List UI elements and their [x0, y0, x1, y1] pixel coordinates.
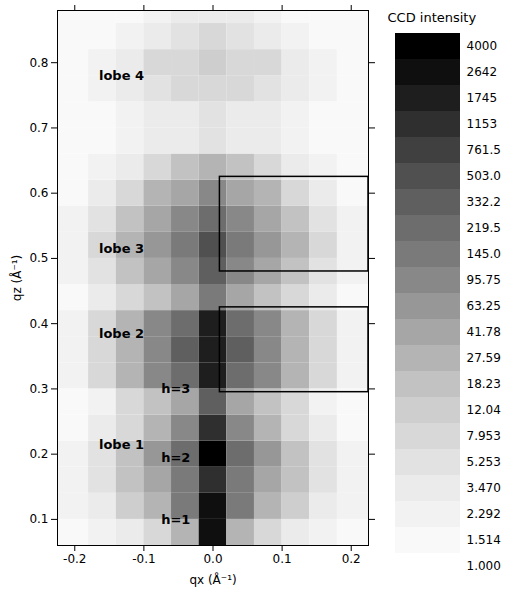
svg-text:0.7: 0.7 [29, 121, 48, 135]
svg-text:63.25: 63.25 [467, 299, 501, 313]
svg-text:145.0: 145.0 [467, 247, 501, 261]
svg-text:0.1: 0.1 [29, 512, 48, 526]
svg-text:95.75: 95.75 [467, 273, 501, 287]
svg-text:0.1: 0.1 [273, 552, 292, 566]
svg-text:h=2: h=2 [161, 450, 190, 465]
svg-text:4000: 4000 [467, 39, 498, 53]
svg-text:0.0: 0.0 [203, 552, 222, 566]
svg-text:lobe 3: lobe 3 [99, 241, 144, 256]
svg-text:lobe 4: lobe 4 [99, 68, 144, 83]
svg-text:lobe 2: lobe 2 [99, 326, 144, 341]
svg-text:18.23: 18.23 [467, 377, 501, 391]
svg-text:761.5: 761.5 [467, 143, 501, 157]
svg-text:12.04: 12.04 [467, 403, 501, 417]
svg-text:41.78: 41.78 [467, 325, 501, 339]
svg-text:-0.2: -0.2 [63, 552, 86, 566]
svg-text:1.000: 1.000 [467, 559, 501, 573]
svg-text:0.8: 0.8 [29, 56, 48, 70]
svg-text:5.253: 5.253 [467, 455, 501, 469]
svg-text:CCD intensity: CCD intensity [388, 10, 477, 25]
svg-text:1745: 1745 [467, 91, 498, 105]
svg-text:27.59: 27.59 [467, 351, 501, 365]
svg-text:-0.1: -0.1 [132, 552, 155, 566]
svg-text:0.5: 0.5 [29, 251, 48, 265]
svg-text:1153: 1153 [467, 117, 498, 131]
svg-text:1.514: 1.514 [467, 533, 501, 547]
svg-text:lobe 1: lobe 1 [99, 437, 144, 452]
svg-text:503.0: 503.0 [467, 169, 501, 183]
svg-text:3.470: 3.470 [467, 481, 501, 495]
svg-text:0.4: 0.4 [29, 317, 48, 331]
svg-text:332.2: 332.2 [467, 195, 501, 209]
svg-text:h=1: h=1 [161, 512, 190, 527]
svg-text:219.5: 219.5 [467, 221, 501, 235]
svg-text:2642: 2642 [467, 65, 498, 79]
svg-text:h=3: h=3 [161, 381, 190, 396]
svg-text:7.953: 7.953 [467, 429, 501, 443]
svg-text:0.6: 0.6 [29, 186, 48, 200]
svg-text:qz (Å⁻¹): qz (Å⁻¹) [9, 255, 24, 301]
svg-text:qx (Å⁻¹): qx (Å⁻¹) [189, 572, 236, 587]
svg-text:0.2: 0.2 [29, 447, 48, 461]
svg-text:2.292: 2.292 [467, 507, 501, 521]
svg-text:0.3: 0.3 [29, 382, 48, 396]
svg-text:0.2: 0.2 [342, 552, 361, 566]
